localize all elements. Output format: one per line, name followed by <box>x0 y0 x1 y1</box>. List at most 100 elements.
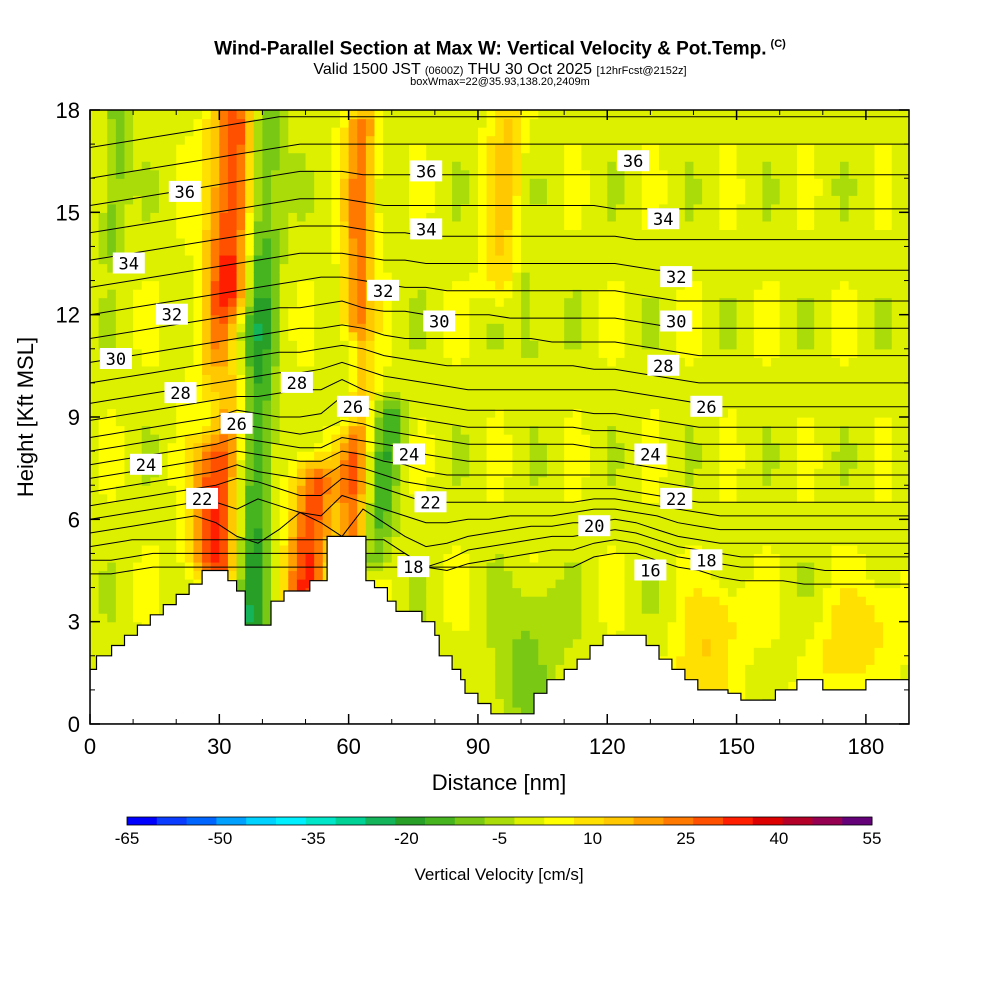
field-cell <box>495 561 505 572</box>
field-cell <box>271 382 281 393</box>
field-cell <box>460 374 470 384</box>
field-cell <box>400 306 410 316</box>
field-cell <box>107 289 117 299</box>
field-cell <box>176 502 186 512</box>
field-cell <box>357 493 367 503</box>
field-cell <box>107 237 117 248</box>
field-cell <box>357 382 367 393</box>
field-cell <box>521 186 531 196</box>
field-cell <box>219 195 229 205</box>
field-cell <box>253 186 264 196</box>
field-cell <box>512 613 522 623</box>
field-cell <box>374 399 384 410</box>
field-cell <box>555 348 565 358</box>
field-cell <box>529 681 539 691</box>
field-cell <box>305 391 315 401</box>
field-cell <box>529 425 539 435</box>
field-cell <box>555 459 565 469</box>
field-cell <box>417 110 427 120</box>
field-cell <box>253 613 264 623</box>
field-cell <box>426 118 436 128</box>
field-cell <box>408 127 419 137</box>
field-cell <box>340 382 350 393</box>
field-cell <box>607 229 617 239</box>
field-cell <box>98 144 108 154</box>
field-cell <box>271 110 281 120</box>
field-cell <box>555 314 565 324</box>
field-cell <box>365 391 376 401</box>
field-cell <box>486 374 496 384</box>
field-cell <box>581 203 591 213</box>
field-cell <box>641 297 651 307</box>
field-cell <box>460 382 470 393</box>
field-cell <box>452 203 462 213</box>
field-cell <box>322 297 332 307</box>
field-cell <box>650 399 660 410</box>
field-cell <box>607 289 617 299</box>
field-cell <box>546 178 557 188</box>
field-cell <box>219 246 229 256</box>
field-cell <box>408 340 419 350</box>
field-cell <box>512 399 522 410</box>
field-cell <box>141 417 151 427</box>
field-cell <box>529 246 539 256</box>
field-cell <box>357 178 367 188</box>
field-cell <box>426 553 436 563</box>
field-cell <box>322 451 332 461</box>
field-cell <box>340 280 350 290</box>
field-cell <box>546 161 557 171</box>
field-cell <box>253 434 264 444</box>
field-cell <box>227 144 238 154</box>
field-cell <box>400 169 410 179</box>
field-cell <box>469 493 479 503</box>
field-cell <box>521 621 531 631</box>
field-cell <box>245 391 255 401</box>
field-cell <box>184 510 195 520</box>
field-cell <box>521 689 531 700</box>
field-cell <box>624 553 634 563</box>
field-cell <box>503 442 514 452</box>
field-cell <box>400 220 410 230</box>
field-cell <box>365 186 376 196</box>
field-cell <box>633 331 643 341</box>
field-cell <box>452 553 462 563</box>
field-cell <box>658 297 669 307</box>
field-cell <box>521 459 531 469</box>
field-cell <box>271 365 281 375</box>
field-cell <box>383 476 393 486</box>
field-cell <box>512 681 522 691</box>
field-cell <box>650 272 660 282</box>
field-cell <box>633 544 643 555</box>
field-cell <box>529 237 539 248</box>
field-cell <box>391 485 401 495</box>
field-cell <box>555 391 565 401</box>
field-cell <box>227 331 238 341</box>
field-cell <box>374 144 384 154</box>
field-cell <box>210 434 220 444</box>
field-cell <box>219 186 229 196</box>
field-cell <box>538 144 548 154</box>
field-cell <box>262 570 272 580</box>
field-cell <box>133 237 143 248</box>
field-cell <box>564 561 574 572</box>
field-cell <box>658 186 669 196</box>
field-cell <box>271 306 281 316</box>
field-cell <box>305 408 315 418</box>
field-cell <box>408 306 419 316</box>
field-cell <box>193 570 203 580</box>
field-cell <box>227 220 238 230</box>
field-cell <box>581 536 591 546</box>
field-cell <box>624 374 634 384</box>
field-cell <box>521 382 531 393</box>
field-cell <box>417 604 427 614</box>
field-cell <box>607 254 617 265</box>
field-cell <box>581 110 591 120</box>
field-cell <box>245 502 255 512</box>
field-cell <box>590 399 600 410</box>
field-cell <box>503 544 514 555</box>
field-cell <box>426 570 436 580</box>
field-cell <box>383 110 393 120</box>
field-cell <box>408 280 419 290</box>
field-cell <box>633 527 643 537</box>
field-cell <box>495 306 505 316</box>
